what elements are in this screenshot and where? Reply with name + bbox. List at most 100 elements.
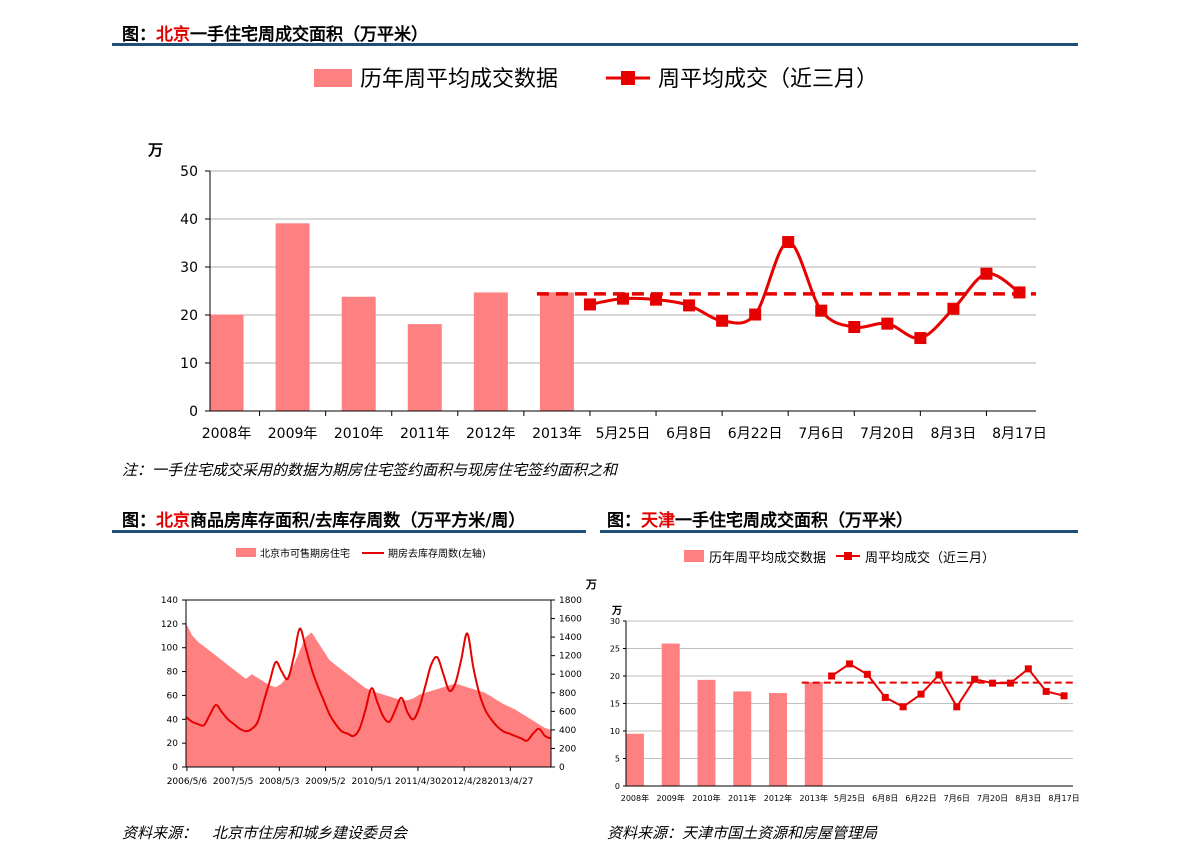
x-tick-label: 2009年 [657, 793, 685, 803]
y-tick-label: 0 [189, 404, 198, 420]
y-right-tick-label: 0 [559, 763, 565, 773]
fig1-title-prefix: 图： [122, 25, 156, 45]
y-tick-label: 5 [615, 755, 620, 764]
y-left-tick-label: 80 [167, 668, 179, 678]
x-tick-label: 2010/5/1 [352, 777, 392, 787]
y-right-tick-label: 1400 [559, 633, 582, 643]
line-marker [749, 308, 762, 321]
x-tick-label: 2008/5/3 [259, 777, 299, 787]
bar [341, 296, 376, 411]
x-tick-label: 7月20日 [977, 794, 1008, 803]
x-tick-label: 2006/5/6 [167, 777, 208, 787]
y-tick-label: 25 [610, 645, 620, 654]
legend-bar-swatch [314, 69, 352, 87]
bar [661, 643, 680, 786]
legend-line-label: 周平均成交（近三月） [865, 550, 995, 566]
y-tick-label: 10 [610, 727, 620, 736]
bar [473, 292, 508, 411]
y-tick-label: 20 [610, 672, 620, 681]
y-right-tick-label: 1200 [559, 652, 582, 662]
x-tick-label: 7月20日 [860, 426, 915, 442]
y-left-tick-label: 20 [167, 739, 179, 749]
legend-area-swatch [236, 548, 256, 557]
x-tick-label: 2013年 [800, 793, 828, 803]
x-tick-label: 2011年 [728, 793, 756, 803]
series-line [589, 240, 1021, 340]
y-left-tick-label: 140 [161, 596, 178, 606]
y-tick-label: 30 [610, 617, 620, 626]
y-tick-label: 40 [180, 212, 198, 228]
line-marker [617, 292, 629, 305]
line-marker [815, 304, 828, 317]
x-tick-label: 8月17日 [992, 426, 1047, 442]
y-tick-label: 30 [180, 260, 198, 276]
x-tick-label: 8月3日 [930, 426, 976, 442]
y-tick-label: 50 [180, 164, 198, 180]
fig1-note: 注：一手住宅成交采用的数据为期房住宅签约面积与现房住宅签约面积之和 [122, 461, 618, 479]
x-tick-label: 8月3日 [1015, 794, 1041, 803]
x-tick-label: 2012/4/28 [441, 777, 487, 787]
legend-bar-label: 历年周平均成交数据 [709, 550, 826, 566]
line-marker [583, 298, 596, 311]
y-tick-label: 20 [180, 308, 198, 324]
x-tick-label: 2011/4/30 [395, 777, 441, 787]
x-tick-label: 2010年 [334, 426, 384, 442]
fig2-title-prefix: 图： [122, 511, 156, 531]
fig3-source: 资料来源：天津市国土资源和房屋管理局 [607, 824, 878, 842]
line-marker [881, 693, 889, 701]
line-marker [971, 675, 979, 683]
y-right-tick-label: 800 [559, 689, 576, 699]
x-tick-label: 2008年 [621, 793, 649, 803]
bar [275, 223, 310, 411]
x-tick-label: 2007/5/5 [213, 777, 253, 787]
line-marker [846, 660, 853, 668]
y-right-tick-label: 400 [559, 726, 576, 736]
fig2-title-rule [112, 530, 586, 533]
y-left-tick-label: 40 [167, 715, 179, 725]
fig3-title-rest: 一手住宅周成交面积（万平米） [675, 511, 913, 531]
y-unit-label: 万 [147, 141, 163, 159]
series-line [185, 627, 552, 742]
line-marker [947, 302, 960, 315]
x-tick-label: 6月8日 [872, 794, 898, 803]
y-left-tick-label: 100 [161, 644, 178, 654]
fig3-title-rule [600, 530, 1078, 533]
line-marker [716, 314, 729, 327]
line-marker [935, 671, 943, 679]
bar [209, 314, 244, 411]
fig2-title: 图：北京商品房库存面积/去库存周数（万平方米/周） [122, 506, 525, 531]
bar [804, 682, 823, 786]
y-unit-label: 万 [611, 605, 622, 617]
x-tick-label: 5月25日 [596, 426, 651, 442]
fig3-title-city: 天津 [641, 511, 675, 531]
x-tick-label: 5月25日 [834, 794, 865, 803]
fig1-title-rest: 一手住宅周成交面积（万平米） [190, 25, 428, 45]
line-marker [650, 293, 663, 306]
legend-line-label: 期房去库存周数(左轴) [388, 547, 486, 560]
x-tick-label: 6月22日 [728, 426, 783, 442]
legend-bar-label: 历年周平均成交数据 [360, 67, 558, 92]
x-tick-label: 6月8日 [666, 426, 712, 442]
x-tick-label: 6月22日 [905, 794, 936, 803]
bar [539, 292, 574, 411]
fig1-title: 图：北京一手住宅周成交面积（万平米） [122, 20, 428, 45]
x-tick-label: 7月6日 [944, 794, 970, 803]
bar [768, 693, 787, 786]
fig2-title-city: 北京 [156, 511, 190, 531]
line-marker [1042, 687, 1050, 695]
y-right-tick-label: 1000 [559, 670, 582, 680]
y-right-tick-label: 200 [559, 744, 576, 754]
x-tick-label: 8月17日 [1048, 794, 1079, 803]
y-left-tick-label: 0 [172, 763, 178, 773]
line-marker [1024, 665, 1032, 673]
line-marker [1006, 679, 1014, 687]
fig3-title: 图：天津一手住宅周成交面积（万平米） [607, 506, 913, 531]
line-marker [683, 299, 696, 312]
bar [407, 324, 442, 411]
x-tick-label: 2011年 [400, 426, 450, 442]
line-marker [914, 332, 927, 345]
x-tick-label: 2012年 [764, 793, 792, 803]
fig1-title-city: 北京 [156, 25, 190, 45]
y-right-tick-label: 1600 [559, 615, 582, 625]
line-marker [1013, 286, 1026, 299]
